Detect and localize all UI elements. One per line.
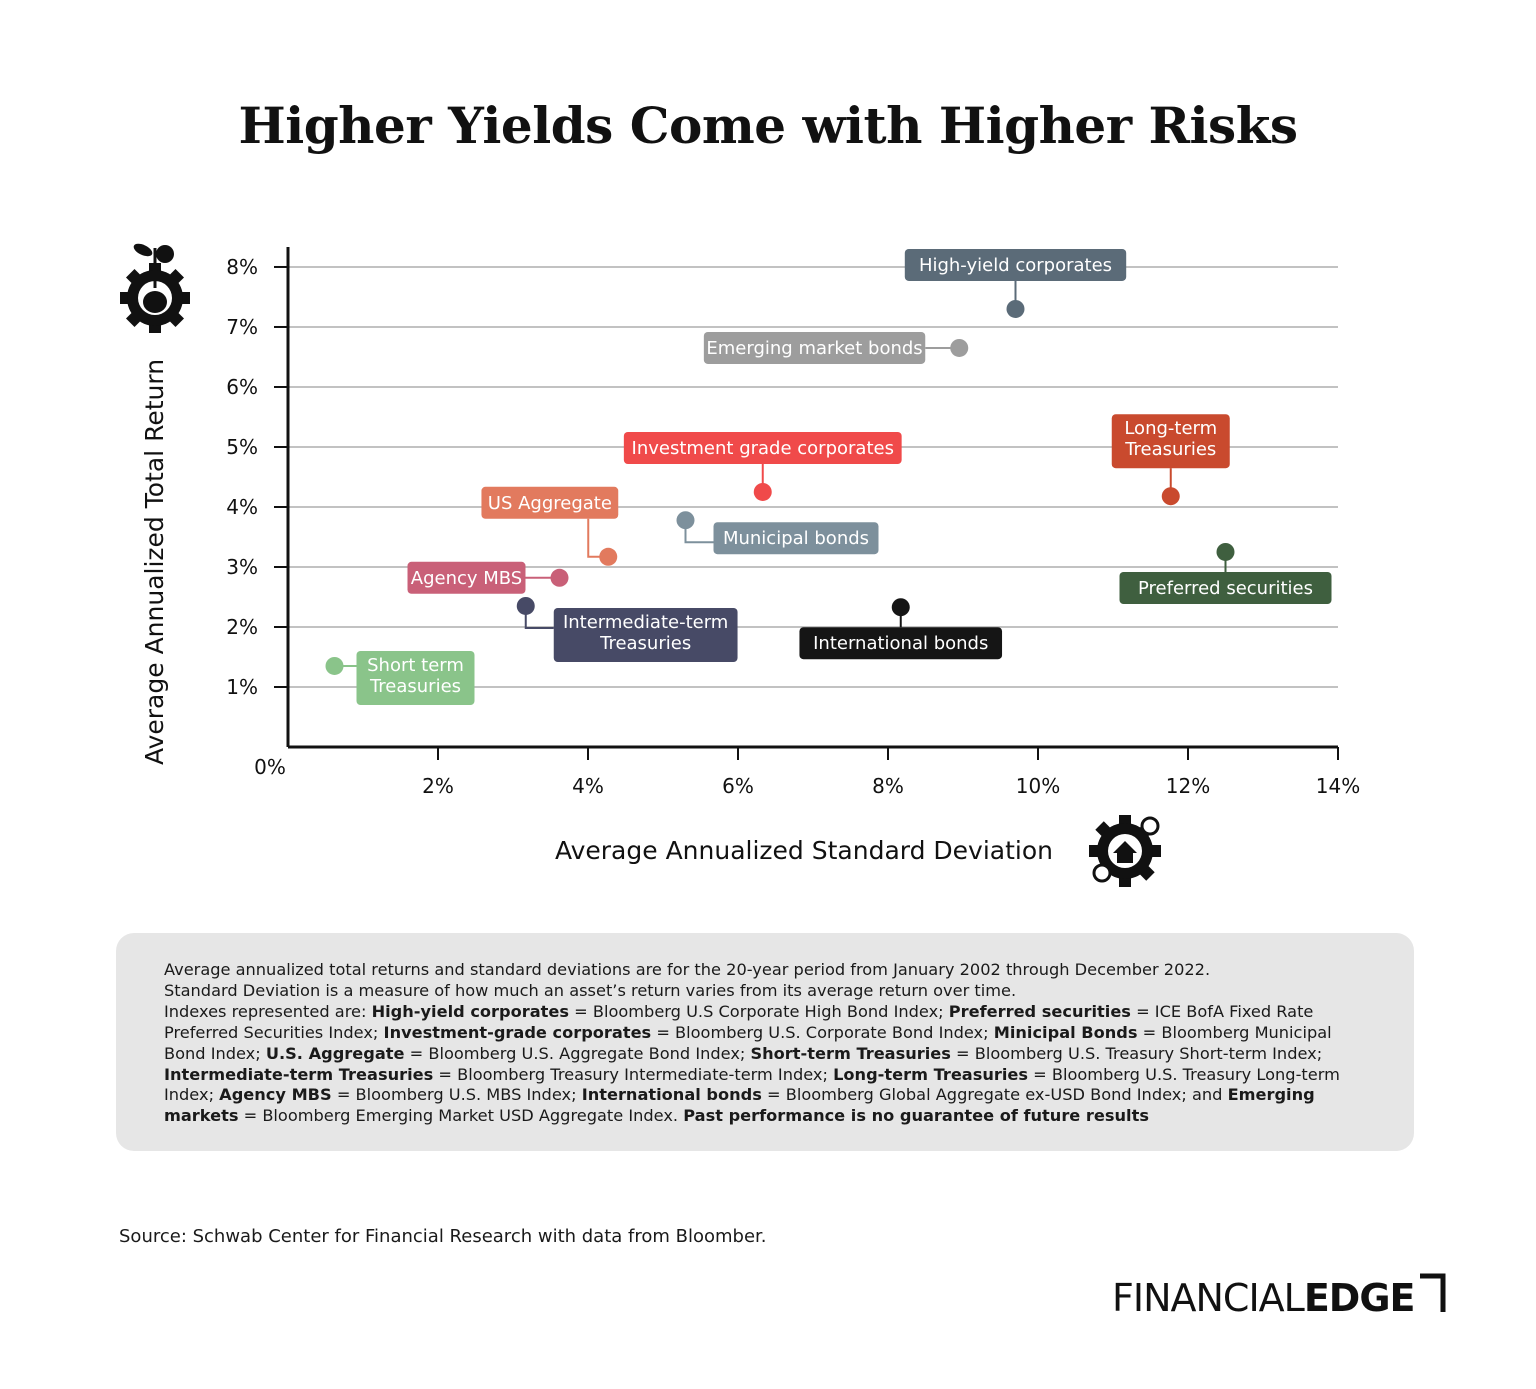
footnote-period: Average annualized total returns and sta… bbox=[164, 960, 1211, 979]
footnote-box: Average annualized total returns and sta… bbox=[116, 933, 1414, 1151]
plant-leaf bbox=[133, 243, 153, 257]
plant-stem bbox=[153, 248, 157, 288]
data-label: Investment grade corporates bbox=[632, 438, 894, 459]
data-label: Emerging market bonds bbox=[706, 338, 922, 359]
data-point bbox=[325, 656, 344, 675]
brand-logo: FINANCIALEDGE bbox=[1112, 1276, 1416, 1320]
footnote-index-desc: = Bloomberg Emerging Market USD Aggregat… bbox=[238, 1106, 684, 1126]
footnote-index-desc: = Bloomberg Treasury Intermediate-term I… bbox=[433, 1064, 834, 1084]
footnote-intro: Indexes represented are: bbox=[164, 1001, 372, 1021]
footnote-index-name: Minicipal Bonds bbox=[993, 1022, 1138, 1042]
data-label-box bbox=[1111, 414, 1230, 469]
brand-corner-icon bbox=[1420, 1273, 1446, 1312]
connector-node bbox=[1092, 863, 1112, 883]
origin-label: 0% bbox=[254, 755, 286, 779]
data-point bbox=[753, 482, 772, 501]
footnote-index-name: Preferred securities bbox=[948, 1001, 1131, 1021]
x-tick-label: 12% bbox=[1166, 774, 1210, 798]
footnote-index-desc: = Bloomberg U.S. Treasury Short-term Ind… bbox=[950, 1043, 1323, 1063]
data-label-box bbox=[481, 486, 619, 519]
y-tick-label: 1% bbox=[226, 675, 258, 699]
data-point bbox=[676, 511, 695, 530]
y-tick-label: 2% bbox=[226, 615, 258, 639]
y-tick-label: 6% bbox=[226, 375, 258, 399]
data-label: Preferred securities bbox=[1138, 578, 1313, 599]
data-point bbox=[516, 596, 535, 615]
data-label: Treasuries bbox=[599, 633, 691, 654]
footnote-index-desc: = Bloomberg Global Aggregate ex-USD Bond… bbox=[761, 1085, 1192, 1105]
data-label-box bbox=[623, 431, 902, 464]
data-label: International bonds bbox=[813, 633, 988, 654]
footnote-index-desc: = Bloomberg U.S. Corporate Bond Index; bbox=[651, 1022, 994, 1042]
footnote-index-name: Short-term Treasuries bbox=[750, 1043, 951, 1063]
data-label: US Aggregate bbox=[488, 493, 612, 514]
footnote-definition: Standard Deviation is a measure of how m… bbox=[164, 980, 1017, 1000]
brand-logo-part2: EDGE bbox=[1303, 1276, 1416, 1320]
data-label: Agency MBS bbox=[411, 568, 522, 589]
data-point bbox=[1006, 299, 1025, 318]
data-label: High-yield corporates bbox=[919, 255, 1112, 276]
y-tick-label: 8% bbox=[226, 255, 258, 279]
data-label: Treasuries bbox=[1124, 439, 1216, 460]
y-axis-label: Average Annualized Total Return bbox=[140, 359, 169, 765]
x-axis-label: Average Annualized Standard Deviation bbox=[555, 836, 1053, 865]
footnote-index-desc: = Bloomberg U.S. Aggregate Bond Index; bbox=[404, 1043, 751, 1063]
footnote-index-name: Agency MBS bbox=[219, 1085, 332, 1105]
footnote-indexes: Indexes represented are: High-yield corp… bbox=[164, 1002, 1366, 1127]
footnote-last-prefix: and bbox=[1191, 1085, 1228, 1105]
footnote-index-desc: = Bloomberg U.S. Treasury Long-term Inde… bbox=[164, 1064, 1340, 1105]
data-label: Short term bbox=[367, 655, 464, 676]
y-tick-label: 3% bbox=[226, 555, 258, 579]
data-label: Intermediate-term bbox=[563, 612, 728, 633]
x-tick-label: 4% bbox=[572, 774, 604, 798]
house-shape bbox=[1113, 841, 1137, 863]
footnote-index-desc: = Bloomberg U.S. MBS Index; bbox=[331, 1085, 582, 1105]
y-tick-label: 4% bbox=[226, 495, 258, 519]
data-point bbox=[550, 568, 569, 587]
data-label: Treasuries bbox=[369, 676, 461, 697]
x-tick-label: 6% bbox=[722, 774, 754, 798]
data-label-box bbox=[713, 522, 879, 555]
footnote-index-name: Investment-grade corporates bbox=[383, 1022, 652, 1042]
data-point bbox=[599, 547, 618, 566]
source-note: Source: Schwab Center for Financial Rese… bbox=[119, 1226, 767, 1247]
chart-title: Higher Yields Come with Higher Risks bbox=[238, 96, 1298, 155]
data-label-box bbox=[356, 650, 475, 705]
data-label-box bbox=[904, 248, 1127, 281]
footnote-index-name: U.S. Aggregate bbox=[265, 1043, 405, 1063]
data-label: Long-term bbox=[1124, 418, 1217, 439]
footnote-index-name: Emerging markets bbox=[164, 1085, 1315, 1126]
data-label-box bbox=[703, 331, 926, 364]
connector-node bbox=[1140, 816, 1160, 836]
data-label: Municipal bonds bbox=[723, 528, 869, 549]
data-point bbox=[950, 338, 969, 357]
data-label-box bbox=[407, 561, 526, 594]
x-tick-label: 8% bbox=[872, 774, 904, 798]
footnote-index-name: International bonds bbox=[581, 1085, 762, 1105]
footnote-index-name: Long-term Treasuries bbox=[833, 1064, 1029, 1084]
footnote-index-name: High-yield corporates bbox=[371, 1001, 570, 1021]
x-tick-label: 2% bbox=[422, 774, 454, 798]
data-label-box bbox=[799, 627, 1003, 660]
y-tick-label: 5% bbox=[226, 435, 258, 459]
footnote-index-desc: = Bloomberg U.S Corporate High Bond Inde… bbox=[569, 1001, 949, 1021]
x-tick-label: 10% bbox=[1016, 774, 1060, 798]
data-label-box bbox=[1119, 571, 1332, 604]
money-plant-gear-icon bbox=[120, 243, 190, 333]
data-label-box bbox=[553, 607, 738, 662]
footnote-disclaimer: Past performance is no guarantee of futu… bbox=[683, 1106, 1149, 1126]
data-point bbox=[891, 598, 910, 617]
x-tick-label: 14% bbox=[1316, 774, 1360, 798]
data-point bbox=[1216, 542, 1235, 561]
y-tick-label: 7% bbox=[226, 315, 258, 339]
brand-logo-part1: FINANCIAL bbox=[1112, 1276, 1305, 1320]
money-bag bbox=[143, 291, 167, 313]
coin bbox=[156, 245, 174, 263]
data-point bbox=[1161, 487, 1180, 506]
house-gear-icon bbox=[1089, 815, 1161, 887]
footnote-index-desc: = ICE BofA Fixed Rate Preferred Securiti… bbox=[164, 1001, 1314, 1042]
footnote-index-name: Intermediate-term Treasuries bbox=[164, 1064, 434, 1084]
scatter-chart: 1% 2% 3% 4% 5% 6% 7% 8% 2% 4% 6% 8% 10% 12% 14% 0% Avera… bbox=[120, 243, 1360, 887]
footnote-index-desc: = Bloomberg Municipal Bond Index; bbox=[164, 1022, 1332, 1063]
